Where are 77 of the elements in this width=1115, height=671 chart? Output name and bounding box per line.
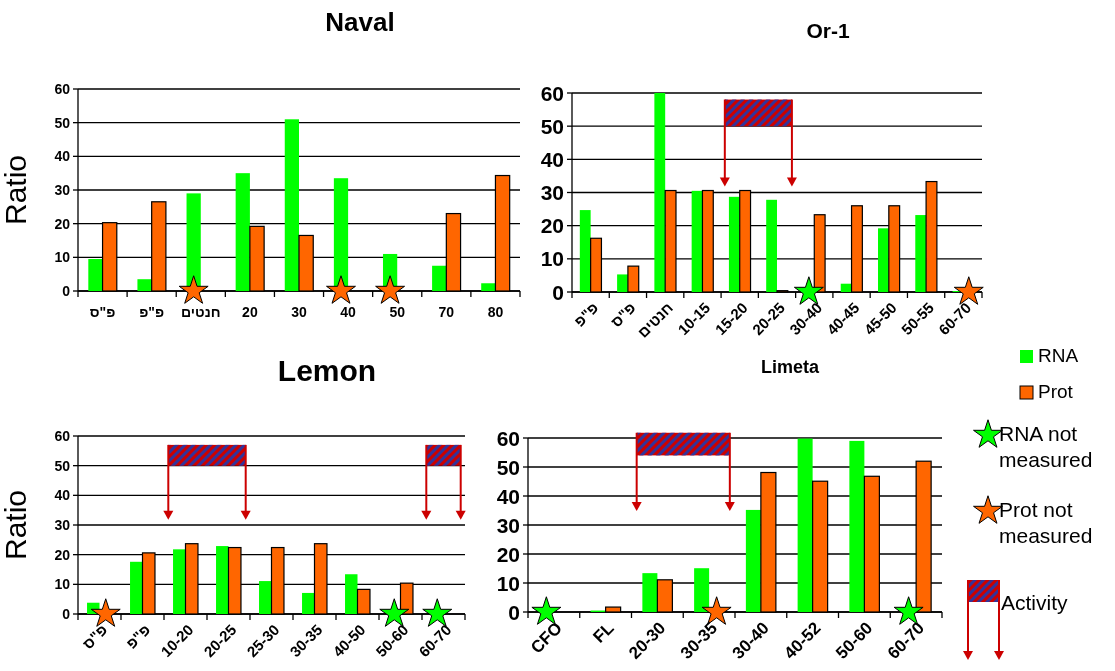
bar	[302, 592, 315, 614]
bar	[137, 279, 152, 291]
y-tick-label: 40	[496, 484, 520, 508]
y-tick-label: 50	[54, 457, 71, 474]
bar	[481, 283, 496, 291]
bar	[130, 561, 143, 614]
bar	[766, 199, 777, 292]
bar	[579, 210, 591, 292]
bar	[915, 215, 927, 292]
x-tick-label: פ"ס	[89, 304, 116, 320]
bar	[642, 573, 658, 612]
bar	[284, 119, 299, 291]
x-tick-label: 80	[487, 304, 504, 320]
bar	[259, 581, 272, 614]
y-tick-label: 40	[540, 147, 564, 171]
legend-label: RNA	[1038, 345, 1079, 367]
y-tick-label: 50	[54, 114, 71, 131]
x-tick-label: 20	[242, 304, 258, 320]
x-tick-label: 50	[389, 304, 406, 320]
y-tick-label: 30	[54, 182, 71, 199]
y-tick-label: 20	[54, 215, 71, 232]
bar	[345, 574, 358, 614]
bar	[745, 509, 761, 612]
bar	[88, 259, 103, 291]
y-tick-label: 20	[496, 542, 520, 566]
x-tick-label: פ"פ	[570, 298, 602, 330]
y-tick-label: 50	[540, 114, 564, 138]
x-tick-label: פ"ס	[79, 620, 111, 653]
chart-title: Naval	[325, 6, 395, 37]
chart-title: Lemon	[277, 353, 377, 387]
bar	[797, 438, 813, 612]
y-tick-label: 30	[540, 181, 564, 205]
x-tick-label: חנטים	[181, 304, 221, 320]
y-tick-label: 10	[54, 249, 71, 266]
y-tick-label: 0	[508, 600, 520, 624]
legend-label: Activity	[1001, 590, 1069, 614]
x-tick-label: FL	[589, 618, 618, 647]
bar	[691, 190, 703, 292]
y-tick-label: 0	[552, 280, 564, 304]
y-tick-label: 10	[496, 571, 520, 595]
y-tick-label: 10	[540, 247, 564, 271]
bar	[235, 173, 250, 291]
legend-label: Prot	[1038, 381, 1074, 403]
y-tick-label: 60	[54, 81, 71, 98]
y-axis-title: Ratio	[0, 154, 32, 226]
x-tick-label: 40	[340, 304, 357, 320]
y-tick-label: 20	[54, 546, 71, 563]
y-tick-label: 60	[54, 428, 71, 445]
y-tick-label: 30	[496, 513, 520, 537]
y-tick-label: 60	[540, 81, 564, 105]
y-tick-label: 10	[54, 576, 71, 593]
y-tick-label: 0	[62, 283, 71, 300]
chart-title: Limeta	[760, 356, 820, 377]
y-tick-label: 30	[54, 517, 71, 534]
y-tick-label: 50	[496, 455, 520, 479]
bar	[878, 228, 889, 292]
bar	[849, 440, 865, 612]
bar	[617, 274, 628, 292]
y-tick-label: 20	[540, 214, 564, 238]
y-tick-label: 60	[496, 426, 520, 450]
bar	[694, 568, 710, 612]
x-tick-label: 30	[291, 304, 307, 320]
x-tick-label: 70	[438, 304, 455, 320]
y-tick-label: 0	[62, 606, 71, 623]
bar	[728, 196, 740, 292]
x-tick-label: פ"פ	[122, 620, 154, 652]
legend-label: RNA not measured	[999, 421, 1093, 471]
y-tick-label: 40	[54, 148, 71, 165]
bar	[173, 549, 186, 614]
y-axis-title: Ratio	[0, 489, 32, 561]
legend-label: Prot not measured	[999, 497, 1093, 547]
bar	[654, 93, 666, 292]
bar	[432, 265, 447, 291]
x-tick-label: פ"פ	[139, 304, 165, 320]
bar	[216, 546, 229, 614]
y-tick-label: 40	[54, 487, 71, 504]
chart-title: Or-1	[806, 18, 850, 42]
